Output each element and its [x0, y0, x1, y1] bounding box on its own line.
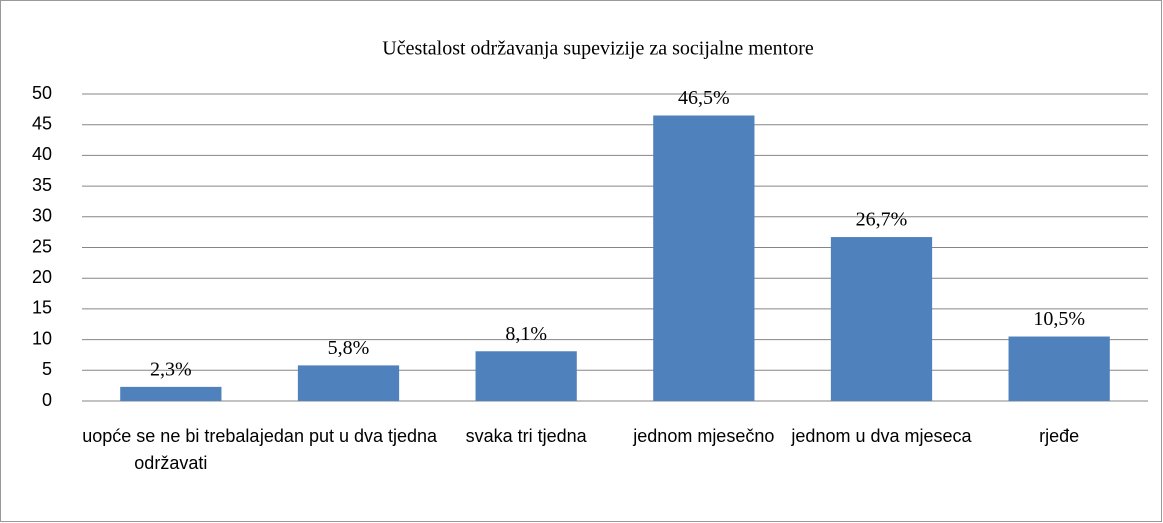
bar [830, 237, 933, 401]
value-label: 26,7% [856, 209, 908, 231]
y-tick-label: 40 [32, 144, 52, 164]
y-tick-label: 10 [32, 328, 52, 348]
x-tick-label: jednom u dva mjeseca [791, 426, 972, 446]
y-tick-label: 45 [32, 113, 52, 133]
bar [475, 351, 577, 401]
x-tick-label: uopće se ne bi trebala održavati [82, 426, 260, 473]
y-tick-label: 25 [32, 236, 52, 256]
y-tick-label: 5 [42, 359, 52, 379]
y-tick-label: 30 [32, 206, 52, 226]
bar [653, 115, 755, 402]
x-tick-label: jednom mjesečno [633, 426, 775, 446]
bar [297, 365, 400, 401]
y-tick-label: 0 [42, 390, 52, 410]
bar [1008, 336, 1110, 401]
bar [120, 386, 222, 401]
chart-title: Učestalost održavanja supevizije za soci… [382, 38, 814, 60]
value-label: 2,3% [150, 358, 192, 380]
y-tick-label: 20 [32, 267, 52, 287]
y-tick-label: 15 [32, 298, 52, 318]
x-tick-label: jedan put u dva tjedna [259, 426, 438, 446]
value-label: 8,1% [505, 323, 547, 345]
value-label: 46,5% [678, 87, 730, 109]
value-label: 5,8% [328, 337, 370, 359]
value-label: 10,5% [1033, 308, 1085, 330]
x-tick-label: svaka tri tjedna [465, 426, 587, 446]
y-tick-label: 50 [32, 83, 52, 103]
y-tick-label: 35 [32, 175, 52, 195]
x-tick-label: rjeđe [1039, 426, 1080, 446]
